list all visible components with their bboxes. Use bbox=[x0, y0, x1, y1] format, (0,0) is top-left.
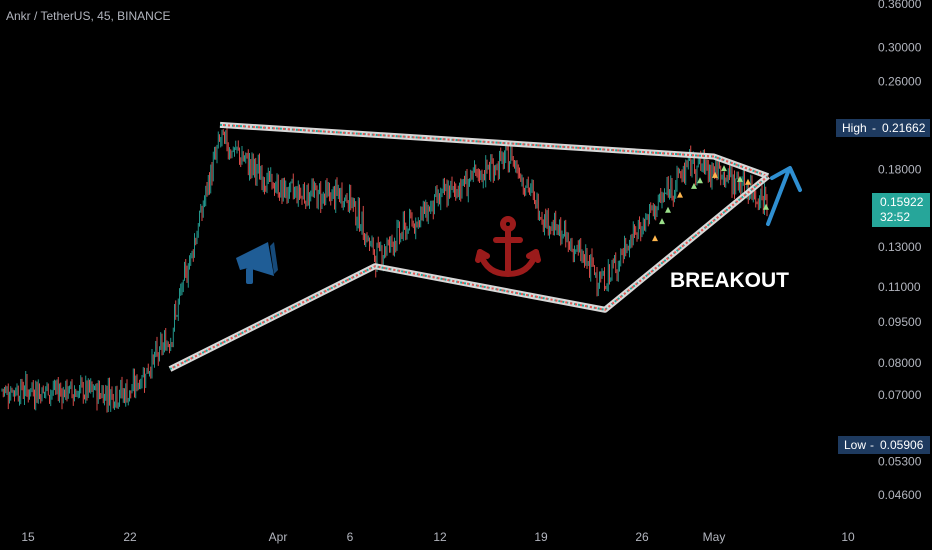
lower-trendline-texture-b bbox=[169, 175, 769, 370]
signal-marker bbox=[691, 182, 697, 189]
y-tick-label: 0.30000 bbox=[878, 41, 922, 55]
y-tick-label: 0.18000 bbox=[878, 162, 922, 176]
upper-trendline-texture-b bbox=[219, 123, 769, 178]
x-tick-label: 6 bbox=[347, 530, 354, 544]
low-tag-value: 0.05906 bbox=[880, 438, 924, 452]
signal-marker bbox=[652, 235, 658, 242]
megaphone-icon bbox=[236, 242, 278, 284]
x-axis: 15 22 Apr 6 12 19 26 May 10 bbox=[21, 530, 855, 544]
y-tick-label: 0.04600 bbox=[878, 488, 922, 502]
last-price-value: 0.15922 bbox=[880, 195, 924, 209]
signal-marker bbox=[665, 206, 671, 213]
high-price-tag: High - 0.21662 bbox=[836, 119, 930, 137]
anchor-icon bbox=[475, 216, 541, 278]
breakout-arrow-icon bbox=[766, 166, 802, 226]
x-tick-label: 10 bbox=[841, 530, 855, 544]
x-tick-label: 12 bbox=[433, 530, 447, 544]
y-tick-label: 0.36000 bbox=[878, 0, 922, 11]
x-tick-label: 26 bbox=[635, 530, 649, 544]
signal-marker bbox=[763, 203, 769, 210]
y-tick-label: 0.05300 bbox=[878, 454, 922, 468]
signal-marker bbox=[677, 191, 683, 198]
y-axis: 0.36000 0.30000 0.26000 0.18000 0.13000 0.110… bbox=[878, 0, 922, 502]
x-tick-label: 15 bbox=[21, 530, 35, 544]
y-tick-label: 0.08000 bbox=[878, 356, 922, 370]
signal-marker bbox=[659, 218, 665, 225]
x-tick-label: 22 bbox=[123, 530, 137, 544]
y-tick-label: 0.13000 bbox=[878, 240, 922, 254]
x-tick-label: 19 bbox=[534, 530, 548, 544]
breakout-label: BREAKOUT bbox=[670, 269, 789, 292]
countdown-value: 32:52 bbox=[880, 210, 910, 224]
pattern-lines bbox=[168, 121, 770, 372]
candles-layer bbox=[1, 126, 768, 413]
symbol-title: Ankr / TetherUS, 45, BINANCE bbox=[6, 9, 171, 23]
signal-marker bbox=[745, 178, 751, 185]
signal-marker bbox=[721, 165, 727, 172]
low-tag-label: Low bbox=[844, 438, 866, 452]
y-tick-label: 0.26000 bbox=[878, 75, 922, 89]
signal-marker bbox=[737, 175, 743, 182]
low-tag-dash: - bbox=[870, 438, 874, 452]
high-tag-value: 0.21662 bbox=[882, 121, 926, 135]
low-price-tag: Low - 0.05906 bbox=[838, 436, 930, 454]
last-price-tag: 0.15922 32:52 bbox=[872, 193, 930, 227]
signal-marker bbox=[712, 171, 718, 178]
signal-marker bbox=[697, 177, 703, 184]
y-tick-label: 0.07000 bbox=[878, 388, 922, 402]
high-tag-label: High bbox=[842, 121, 867, 135]
x-tick-label: Apr bbox=[269, 530, 288, 544]
y-tick-label: 0.11000 bbox=[878, 280, 921, 294]
x-tick-label: May bbox=[703, 530, 726, 544]
y-tick-label: 0.09500 bbox=[878, 315, 922, 329]
high-tag-dash: - bbox=[872, 121, 876, 135]
